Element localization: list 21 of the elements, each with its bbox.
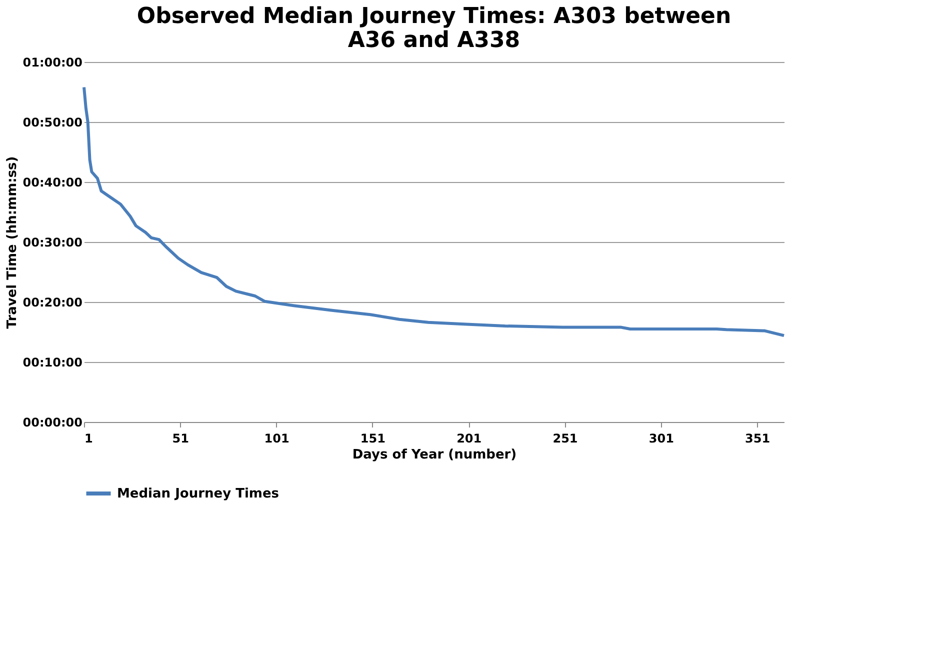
y-tick-label: 00:00:00 bbox=[22, 416, 82, 430]
y-tick-label: 00:50:00 bbox=[22, 116, 82, 130]
x-tick-label: 101 bbox=[264, 432, 290, 446]
y-tick-label: 00:20:00 bbox=[22, 296, 82, 310]
y-tick-label: 00:40:00 bbox=[22, 176, 82, 190]
x-tick-label: 1 bbox=[84, 432, 93, 446]
x-axis-title: Days of Year (number) bbox=[352, 448, 517, 462]
x-tick-label: 201 bbox=[456, 432, 482, 446]
x-tick-label: 151 bbox=[360, 432, 386, 446]
y-tick-label: 00:10:00 bbox=[22, 356, 82, 370]
x-tick-label: 351 bbox=[745, 432, 770, 446]
x-tick-label: 51 bbox=[172, 432, 190, 446]
text: Observed Median Journey Times: A303 between bbox=[136, 4, 732, 29]
x-tick-label: 251 bbox=[552, 432, 578, 446]
text: A36 and A338 bbox=[348, 28, 520, 53]
legend-label: Median Journey Times bbox=[117, 486, 280, 502]
x-tick-label: 301 bbox=[648, 432, 674, 446]
y-tick-label: 01:00:00 bbox=[22, 56, 82, 70]
y-tick-label: 00:30:00 bbox=[22, 236, 82, 250]
y-axis-title: Travel Time (hh:mm:ss) bbox=[4, 156, 20, 329]
line-series bbox=[82, 86, 786, 338]
